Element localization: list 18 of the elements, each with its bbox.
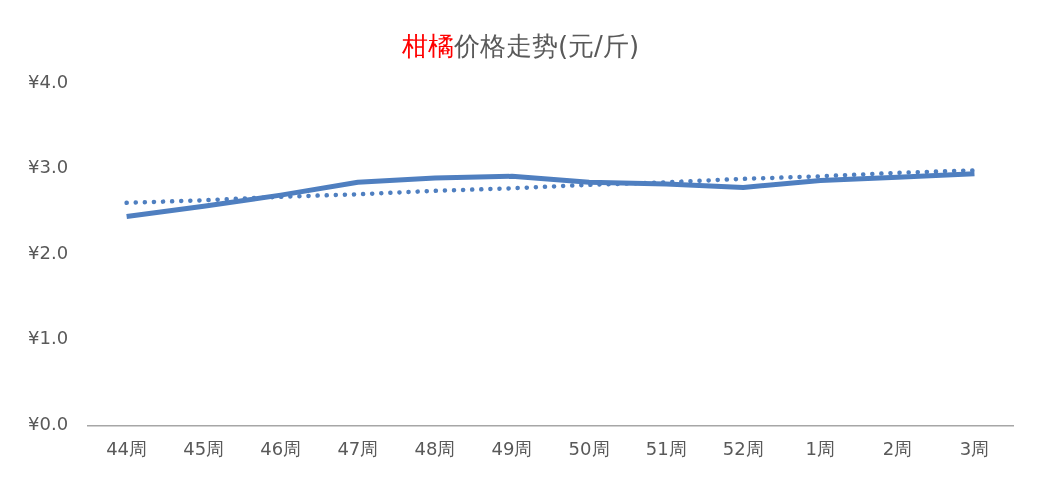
x-tick-label: 45周 [183,437,225,459]
x-tick-label: 2周 [882,437,913,459]
y-tick-label: ¥1.0 [28,327,69,349]
y-tick-label: ¥2.0 [28,241,69,263]
y-tick-label: ¥0.0 [28,413,69,435]
x-tick-label: 47周 [337,437,379,459]
x-tick-label: 50周 [568,437,610,459]
x-tick-label: 49周 [491,437,533,459]
x-tick-label: 3周 [959,437,990,459]
x-tick-label: 51周 [645,437,687,459]
x-tick-label: 1周 [805,437,836,459]
x-tick-label: 44周 [106,437,148,459]
x-tick-label: 52周 [722,437,764,459]
x-tick-label: 46周 [260,437,302,459]
x-tick-label: 48周 [414,437,456,459]
y-tick-label: ¥3.0 [28,156,69,178]
chart-title: 柑橘价格走势(元/斤) [400,30,640,61]
y-tick-label: ¥4.0 [28,70,69,92]
